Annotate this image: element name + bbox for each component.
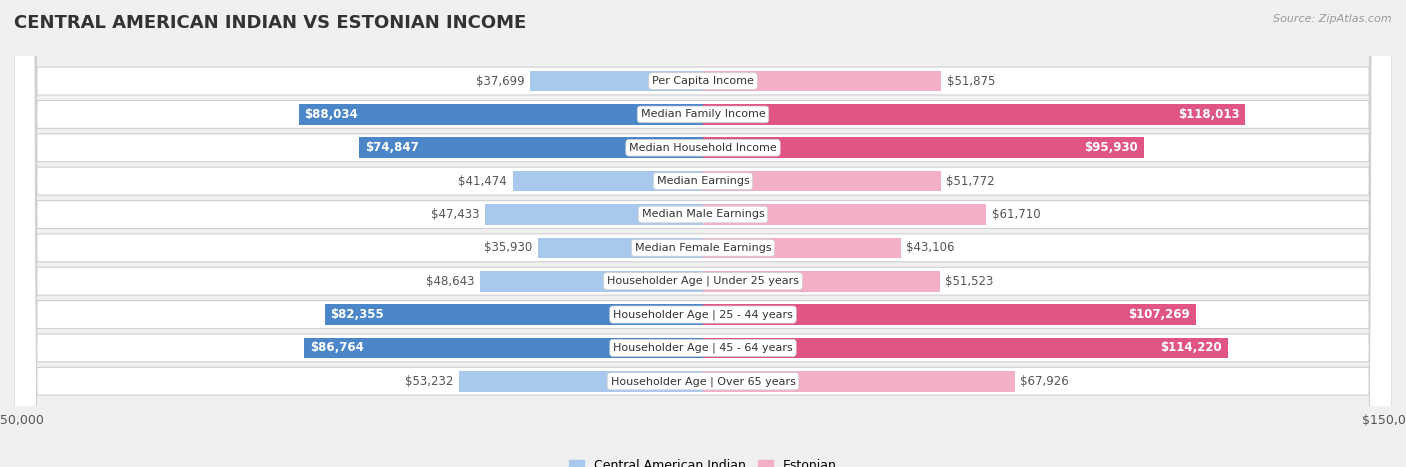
Bar	[703, 204, 987, 225]
Bar	[485, 204, 703, 225]
Text: Median Female Earnings: Median Female Earnings	[634, 243, 772, 253]
Text: Median Earnings: Median Earnings	[657, 176, 749, 186]
Text: $35,930: $35,930	[484, 241, 533, 255]
Bar	[703, 338, 1227, 358]
Bar	[298, 104, 703, 125]
Text: Median Household Income: Median Household Income	[628, 143, 778, 153]
Bar	[703, 104, 1246, 125]
Text: Median Male Earnings: Median Male Earnings	[641, 210, 765, 219]
FancyBboxPatch shape	[14, 0, 1392, 467]
Text: Householder Age | Under 25 years: Householder Age | Under 25 years	[607, 276, 799, 286]
Text: $114,220: $114,220	[1160, 341, 1222, 354]
Text: $51,523: $51,523	[945, 275, 994, 288]
Text: CENTRAL AMERICAN INDIAN VS ESTONIAN INCOME: CENTRAL AMERICAN INDIAN VS ESTONIAN INCO…	[14, 14, 526, 32]
FancyBboxPatch shape	[14, 0, 1392, 467]
Legend: Central American Indian, Estonian: Central American Indian, Estonian	[564, 454, 842, 467]
Text: $48,643: $48,643	[426, 275, 474, 288]
Text: $88,034: $88,034	[304, 108, 359, 121]
Bar	[513, 171, 703, 191]
FancyBboxPatch shape	[14, 0, 1392, 467]
Text: $118,013: $118,013	[1178, 108, 1240, 121]
Text: $61,710: $61,710	[993, 208, 1040, 221]
Bar	[703, 304, 1195, 325]
Bar	[703, 137, 1143, 158]
Text: Median Family Income: Median Family Income	[641, 109, 765, 120]
Bar	[325, 304, 703, 325]
FancyBboxPatch shape	[14, 0, 1392, 467]
Text: $37,699: $37,699	[475, 75, 524, 87]
Bar	[538, 238, 703, 258]
FancyBboxPatch shape	[14, 0, 1392, 467]
Bar	[479, 271, 703, 291]
FancyBboxPatch shape	[14, 0, 1392, 467]
Text: $107,269: $107,269	[1129, 308, 1189, 321]
Text: $51,875: $51,875	[946, 75, 995, 87]
Bar	[703, 238, 901, 258]
Text: $67,926: $67,926	[1021, 375, 1069, 388]
Text: $86,764: $86,764	[309, 341, 364, 354]
Text: Householder Age | Over 65 years: Householder Age | Over 65 years	[610, 376, 796, 387]
Text: Per Capita Income: Per Capita Income	[652, 76, 754, 86]
Text: $51,772: $51,772	[946, 175, 995, 188]
Bar	[530, 71, 703, 92]
FancyBboxPatch shape	[14, 0, 1392, 467]
Text: $74,847: $74,847	[364, 142, 419, 154]
Text: $43,106: $43,106	[907, 241, 955, 255]
FancyBboxPatch shape	[14, 0, 1392, 467]
Text: Source: ZipAtlas.com: Source: ZipAtlas.com	[1274, 14, 1392, 24]
Bar	[703, 371, 1015, 392]
Text: Householder Age | 25 - 44 years: Householder Age | 25 - 44 years	[613, 309, 793, 320]
Bar	[703, 271, 939, 291]
Bar	[359, 137, 703, 158]
Bar	[305, 338, 703, 358]
Text: Householder Age | 45 - 64 years: Householder Age | 45 - 64 years	[613, 343, 793, 353]
FancyBboxPatch shape	[14, 0, 1392, 467]
Bar	[703, 171, 941, 191]
FancyBboxPatch shape	[14, 0, 1392, 467]
Text: $41,474: $41,474	[458, 175, 508, 188]
Text: $95,930: $95,930	[1084, 142, 1137, 154]
Bar	[703, 71, 941, 92]
Text: $47,433: $47,433	[432, 208, 479, 221]
Text: $82,355: $82,355	[330, 308, 384, 321]
Text: $53,232: $53,232	[405, 375, 453, 388]
Bar	[458, 371, 703, 392]
